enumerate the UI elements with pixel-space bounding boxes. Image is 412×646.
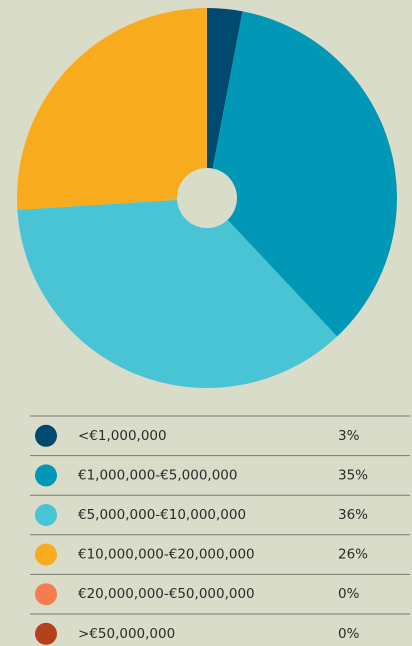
- legend-value: 0%: [338, 626, 360, 642]
- legend-label: €1,000,000-€5,000,000: [78, 467, 237, 483]
- donut-hole: [177, 168, 237, 228]
- legend-value: 26%: [338, 547, 368, 563]
- legend-label: €20,000,000-€50,000,000: [78, 586, 255, 602]
- pie-slice: [207, 8, 243, 198]
- legend-value: 3%: [338, 428, 360, 444]
- legend-swatch: [35, 464, 57, 487]
- pie-slice: [16, 8, 207, 210]
- legend-label: €10,000,000-€20,000,000: [78, 547, 255, 563]
- legend-value: 36%: [338, 507, 368, 523]
- legend-swatch: [35, 622, 57, 645]
- legend-swatch: [35, 583, 57, 606]
- legend-label: >€50,000,000: [78, 626, 175, 642]
- legend-value: 35%: [338, 467, 368, 483]
- legend-swatch: [35, 424, 57, 447]
- legend-label: <€1,000,000: [78, 428, 167, 444]
- pie-slice: [207, 11, 398, 337]
- legend-value: 0%: [338, 586, 360, 602]
- legend-label: €5,000,000-€10,000,000: [78, 507, 246, 523]
- legend-swatch: [35, 504, 57, 526]
- legend-swatch: [35, 543, 57, 566]
- pie-slice: [17, 198, 338, 389]
